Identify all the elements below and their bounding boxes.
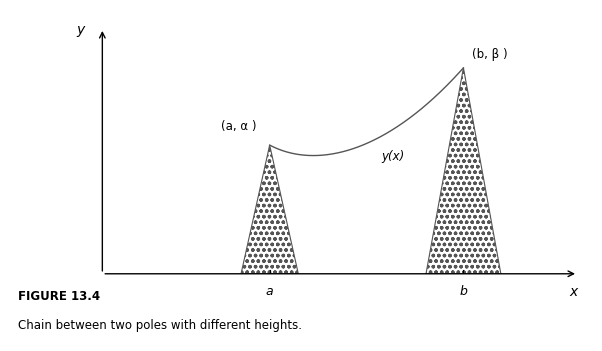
Text: Chain between two poles with different heights.: Chain between two poles with different h… bbox=[18, 319, 302, 332]
Text: (a, α ): (a, α ) bbox=[222, 120, 256, 133]
Polygon shape bbox=[241, 145, 299, 274]
Text: b: b bbox=[459, 285, 467, 298]
Polygon shape bbox=[426, 68, 501, 274]
Text: a: a bbox=[266, 285, 273, 298]
Text: (b, β ): (b, β ) bbox=[472, 48, 508, 61]
Text: y: y bbox=[76, 24, 85, 38]
Text: y(x): y(x) bbox=[381, 150, 404, 163]
Text: FIGURE 13.4: FIGURE 13.4 bbox=[18, 290, 100, 303]
Text: x: x bbox=[569, 285, 578, 299]
